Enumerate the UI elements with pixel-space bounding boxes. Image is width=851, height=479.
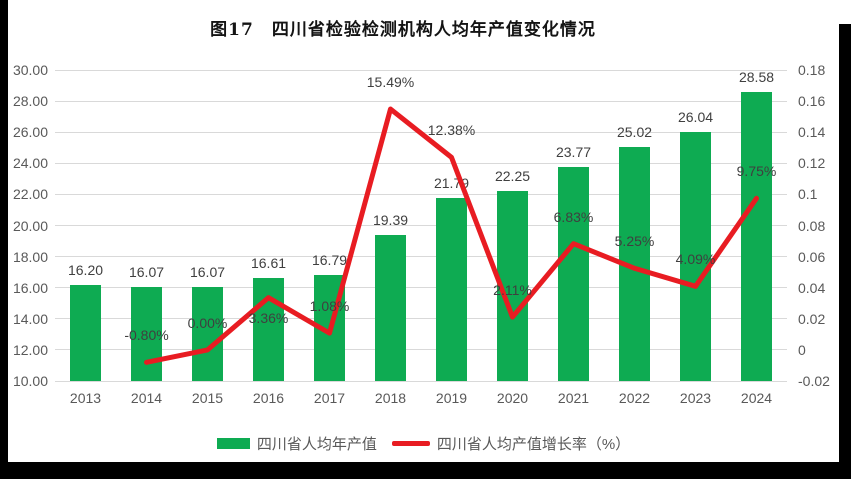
y-axis-left-tick: 22.00 xyxy=(12,186,48,203)
line-value-label: 15.49% xyxy=(366,74,415,91)
line-value-label: 6.83% xyxy=(553,208,594,225)
gridline xyxy=(55,287,787,289)
y-axis-left-tick: 16.00 xyxy=(12,279,48,296)
line-value-label: 0.00% xyxy=(187,314,228,331)
bar xyxy=(375,234,406,381)
y-axis-right-tick: 0.16 xyxy=(798,93,826,110)
bar-value-label: 26.04 xyxy=(677,108,714,125)
x-axis-tick: 2015 xyxy=(191,390,224,406)
x-axis-tick: 2023 xyxy=(679,390,712,406)
gridline xyxy=(55,318,787,320)
y-axis-left-tick: 28.00 xyxy=(12,93,48,110)
bar-value-label: 16.07 xyxy=(128,263,165,280)
y-axis-left-tick: 24.00 xyxy=(12,155,48,172)
y-axis-right-tick: 0.02 xyxy=(798,310,826,327)
line-value-label: 9.75% xyxy=(736,163,777,180)
x-axis-tick: 2014 xyxy=(130,390,163,406)
x-axis-tick: 2013 xyxy=(69,390,102,406)
bar-value-label: 16.61 xyxy=(250,255,287,272)
line-value-label: -0.80% xyxy=(124,327,169,344)
bar xyxy=(314,275,345,381)
x-axis-tick: 2024 xyxy=(740,390,773,406)
bar xyxy=(436,197,467,381)
bar-value-label: 23.77 xyxy=(555,143,592,160)
y-axis-left-tick: 14.00 xyxy=(12,310,48,327)
y-axis-right-tick: 0 xyxy=(798,341,806,358)
bar xyxy=(619,147,650,381)
bar-value-label: 16.79 xyxy=(311,252,348,269)
y-axis-left-tick: 20.00 xyxy=(12,217,48,234)
gridline xyxy=(55,380,787,382)
gridline xyxy=(55,69,787,71)
x-axis-tick: 2016 xyxy=(252,390,285,406)
line-value-label: 5.25% xyxy=(614,233,655,250)
bar-value-label: 16.07 xyxy=(189,263,226,280)
y-axis-right-tick: 0.1 xyxy=(798,186,818,203)
bar xyxy=(253,278,284,381)
y-axis-right-tick: 0.08 xyxy=(798,217,826,234)
gridline xyxy=(55,193,787,195)
gridline xyxy=(55,162,787,164)
gridline xyxy=(55,131,787,133)
legend-line-swatch-icon xyxy=(391,440,430,446)
x-axis-tick: 2020 xyxy=(496,390,529,406)
line-value-label: 12.38% xyxy=(427,122,476,139)
x-axis-tick: 2017 xyxy=(313,390,346,406)
bar xyxy=(192,286,223,381)
legend: 四川省人均年产值 四川省人均产值增长率（%） xyxy=(8,431,839,455)
y-axis-right-tick: -0.02 xyxy=(798,373,830,389)
gridline xyxy=(55,349,787,351)
chart-panel: 图17 四川省检验检测机构人均年产值变化情况 四川省人均年产值 四川省人均产值增… xyxy=(8,0,839,462)
x-axis-tick: 2019 xyxy=(435,390,468,406)
y-axis-left-tick: 30.00 xyxy=(12,62,48,78)
y-axis-left-tick: 18.00 xyxy=(12,248,48,265)
y-axis-left-tick: 10.00 xyxy=(12,373,48,389)
bar-value-label: 28.58 xyxy=(738,69,775,86)
bar xyxy=(70,284,101,381)
bar-value-label: 19.39 xyxy=(372,211,409,228)
bar-value-label: 25.02 xyxy=(616,124,653,141)
x-axis-tick: 2018 xyxy=(374,390,407,406)
y-axis-right-tick: 0.04 xyxy=(798,279,826,296)
line-value-label: 2.11% xyxy=(493,282,532,299)
legend-bar-swatch-icon xyxy=(216,437,250,449)
bar-value-label: 16.20 xyxy=(67,261,104,278)
legend-line-label: 四川省人均产值增长率（%） xyxy=(436,435,631,453)
y-axis-right-tick: 0.18 xyxy=(798,62,826,78)
y-axis-right-tick: 0.14 xyxy=(798,124,826,141)
bar-value-label: 21.79 xyxy=(433,174,470,191)
chart-title: 图17 四川省检验检测机构人均年产值变化情况 xyxy=(210,20,596,40)
y-axis-right-tick: 0.12 xyxy=(798,155,826,172)
bar-value-label: 22.25 xyxy=(494,167,531,184)
y-axis-left-tick: 12.00 xyxy=(12,341,48,358)
y-axis-right-tick: 0.06 xyxy=(798,248,826,265)
x-axis-tick: 2021 xyxy=(557,390,590,406)
line-value-label: 1.08% xyxy=(309,298,350,315)
bar xyxy=(558,166,589,381)
page-corner-notch xyxy=(839,0,851,24)
legend-bar-label: 四川省人均年产值 xyxy=(256,435,377,453)
line-value-label: 4.09% xyxy=(675,251,716,268)
x-axis-tick: 2022 xyxy=(618,390,651,406)
bar xyxy=(741,92,772,381)
gridline xyxy=(55,225,787,226)
y-axis-left-tick: 26.00 xyxy=(12,124,48,141)
gridline xyxy=(55,100,787,102)
line-value-label: 3.36% xyxy=(248,309,289,326)
